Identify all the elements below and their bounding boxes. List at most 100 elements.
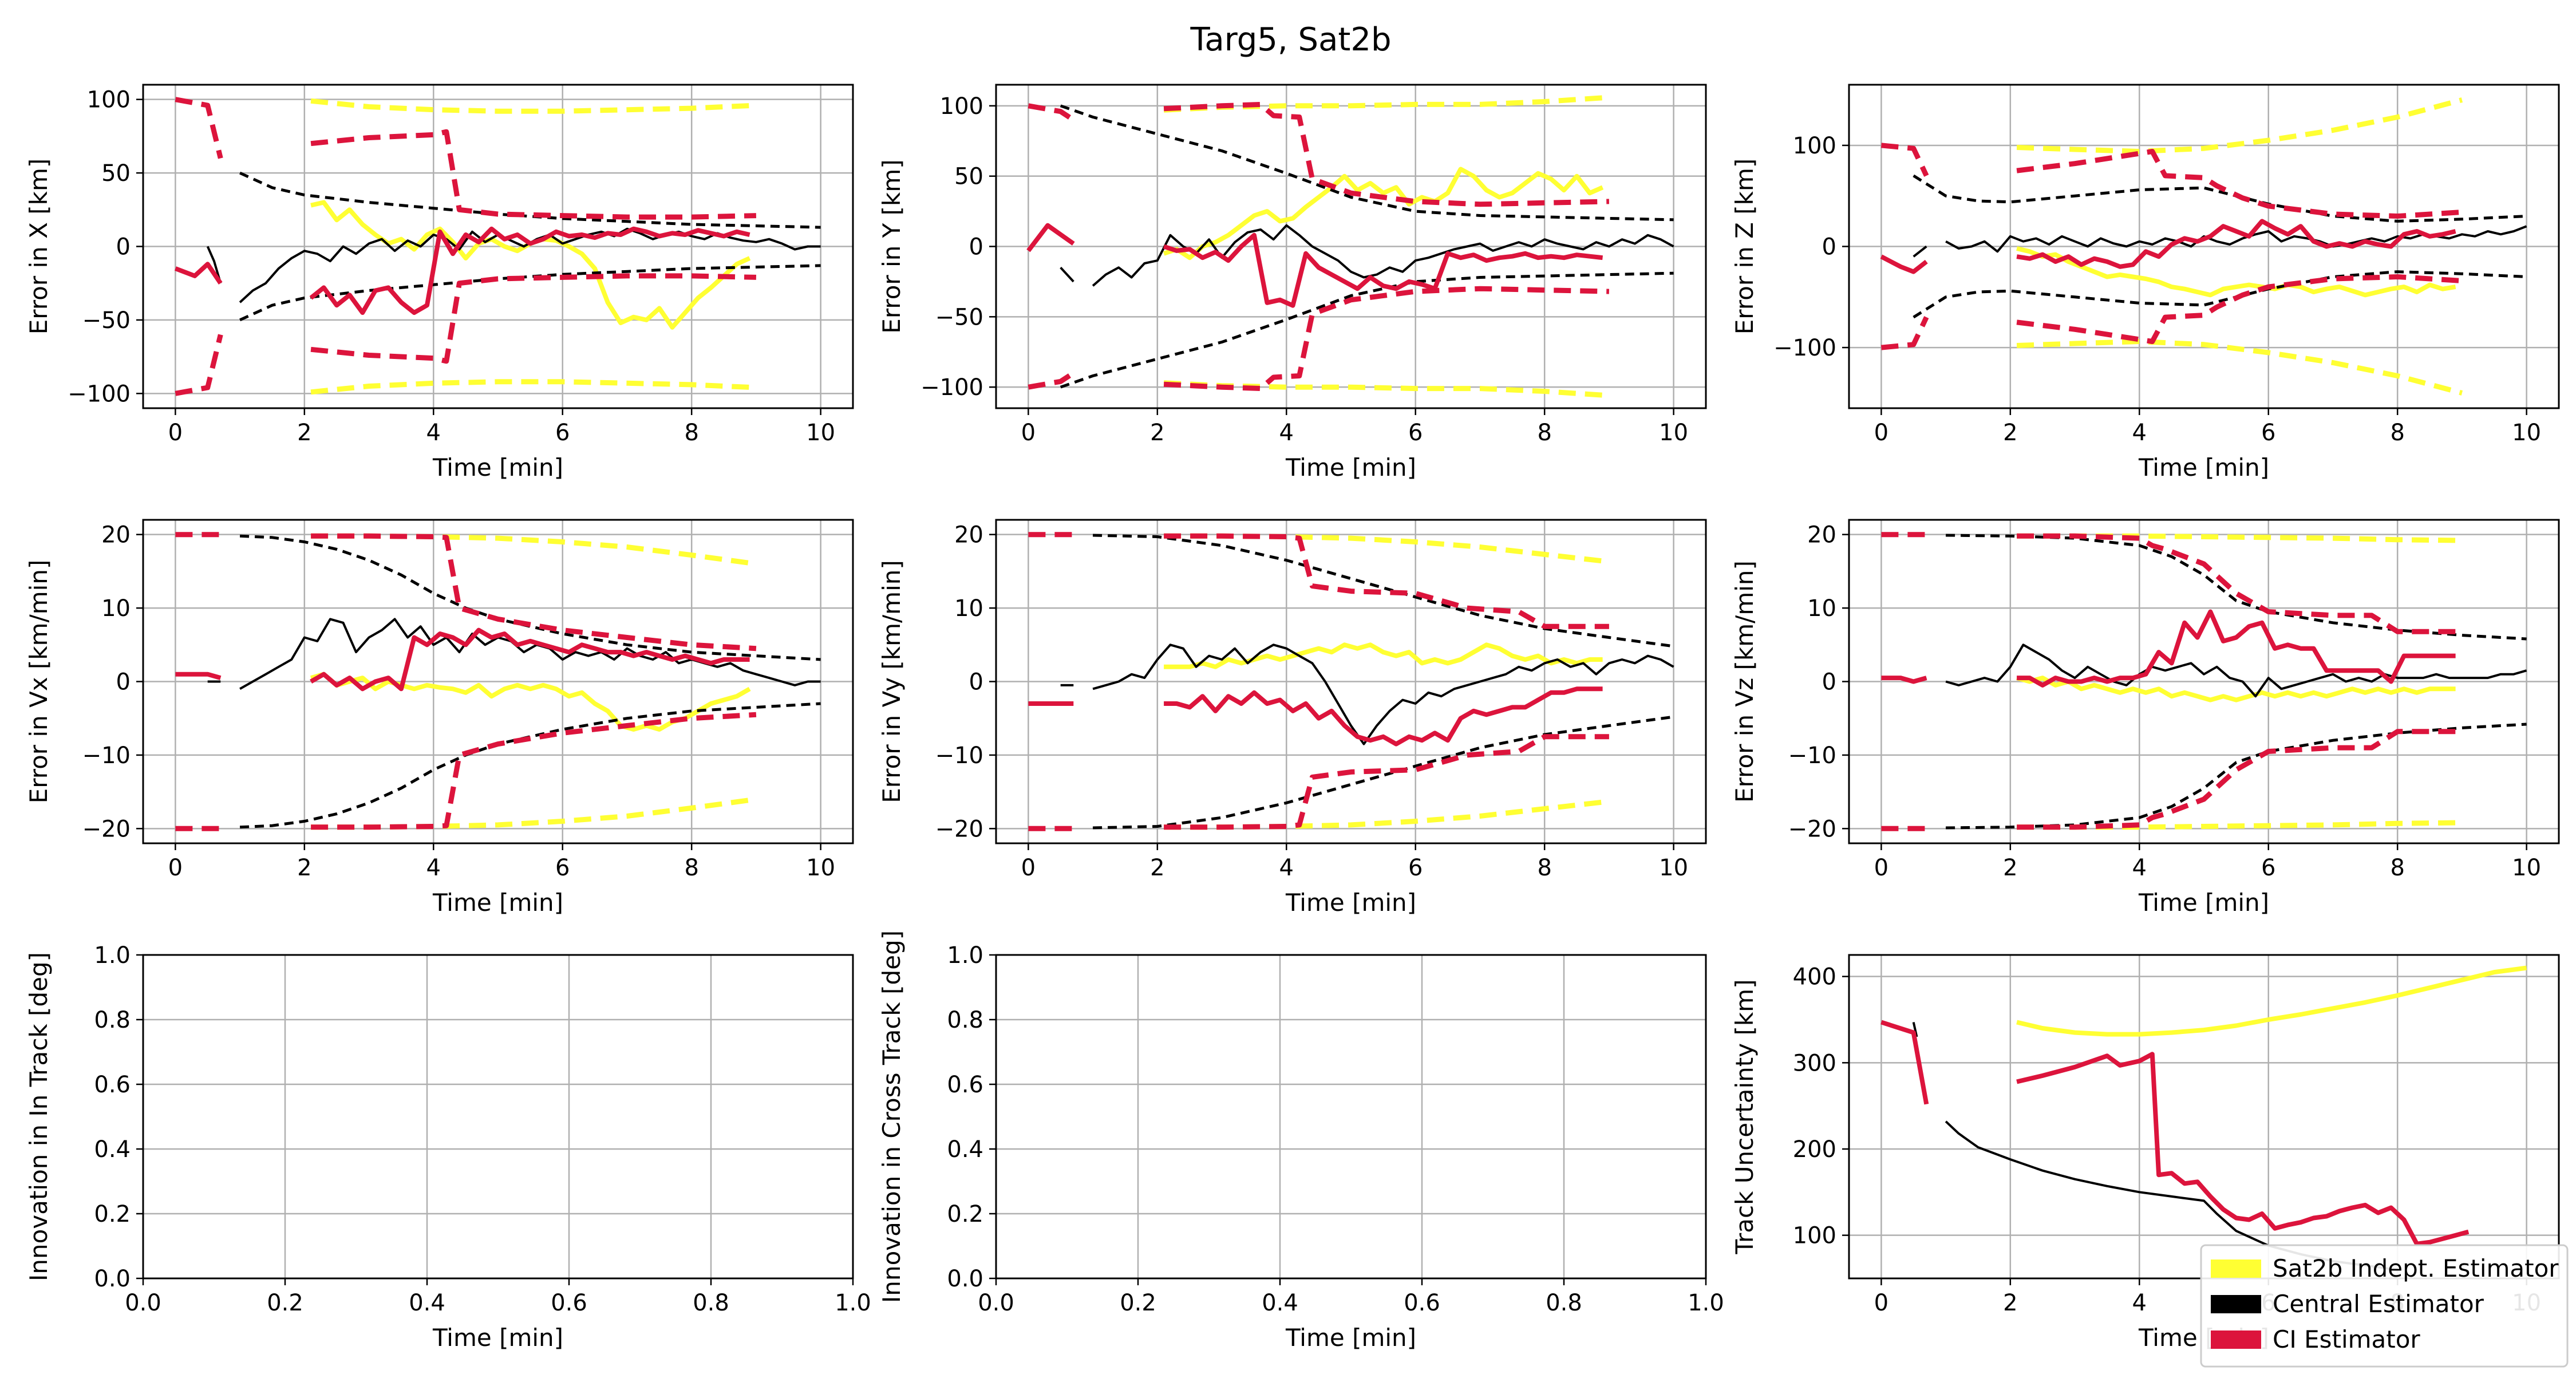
x-axis-label: Time [min] [2138,453,2269,481]
y-tick-label: 100 [940,93,983,120]
series-line-ci-track [2016,1052,2470,1246]
series-line-independent-bound [310,379,757,395]
x-axis-label: Time [min] [2138,889,2269,917]
series-line-ci-bound [2017,533,2462,634]
y-tick-label: 20 [101,522,131,548]
series-line-ci-bound [2016,274,2463,344]
series-line-central-error [206,246,222,284]
chart-evy: 0 2 4 6 8 10 −20 −10 0 10 20 Time [min] Error in Vy … [878,519,1707,917]
x-tick-label: 8 [684,420,698,446]
chart-innov_in: 0.0 0.2 0.4 0.6 0.8 1.0 0.0 0.2 0.4 0.6 0.8 1.0 Time… [25,942,871,1352]
x-tick-label: 4 [2132,1290,2147,1316]
y-tick-label: 400 [1793,964,1836,990]
series-line-ci-error [2016,219,2456,269]
x-tick-label: 0.8 [693,1290,729,1316]
series-line-ci-bound [1164,734,1609,830]
x-axis-label: Time [min] [1285,889,1416,917]
x-tick-label: 4 [2132,855,2147,881]
x-axis-label: Time [min] [1285,453,1416,481]
series-line-central-bound [1093,534,1674,648]
series-group [175,532,821,831]
x-tick-label: 6 [2261,855,2275,881]
x-axis-label: Time [min] [432,889,563,917]
x-tick-label: 10 [1659,420,1688,446]
figure-title: Targ5, Sat2b [1190,21,1391,58]
y-tick-label: 50 [101,160,131,187]
y-axis-label: Error in X [km] [25,159,53,335]
series-line-independent-error [2016,246,2456,298]
series-line-central-bound [1946,534,2527,641]
series-line-ci-error [309,226,750,315]
y-tick-label: 20 [954,522,983,548]
x-axis-label: Time [min] [432,453,563,481]
x-tick-label: 0.4 [409,1290,445,1316]
series-line-ci-bound [1028,103,1075,123]
series-group [1880,97,2527,396]
series-group [174,97,821,396]
x-tick-label: 10 [806,420,835,446]
x-tick-label: 0 [1874,1290,1888,1316]
x-tick-label: 4 [1279,855,1294,881]
x-tick-label: 0 [1021,855,1036,881]
y-tick-label: 300 [1793,1050,1836,1076]
series-group [1028,532,1674,831]
axes-frame [995,954,1707,1280]
x-tick-label: 6 [1408,420,1423,446]
series-line-independent-bound [2016,339,2463,396]
y-tick-label: 10 [101,595,131,622]
x-tick-label: 1.0 [1688,1290,1724,1316]
y-tick-label: 100 [87,87,131,113]
series-line-central-bound [1060,271,1674,389]
series-line-central-bound [1093,715,1674,830]
y-tick-label: 0.6 [94,1072,131,1098]
series-line-ci-bound [310,129,756,220]
legend-swatch-independent [2211,1260,2261,1278]
x-tick-label: 10 [2512,855,2541,881]
y-tick-label: 0.2 [947,1201,983,1227]
y-tick-label: 0 [969,234,983,260]
series-line-independent-bound [310,98,757,114]
legend-label-independent: Sat2b Indept. Estimator [2273,1254,2559,1282]
y-axis-label: Error in Z [km] [1730,159,1759,335]
x-tick-label: 8 [2390,855,2404,881]
x-tick-label: 10 [1659,855,1688,881]
y-tick-label: 1.0 [94,942,131,969]
x-tick-label: 0 [168,855,183,881]
y-tick-label: 20 [1807,522,1836,548]
series-line-central-error [1060,266,1074,283]
x-tick-label: 0 [1021,420,1036,446]
y-tick-label: −10 [935,743,983,769]
x-axis-label: Time [min] [432,1324,563,1352]
x-tick-label: 6 [555,855,570,881]
series-line-ci-bound [311,533,757,652]
x-tick-label: 0 [1874,855,1888,881]
series-line-central-bound [1913,270,2527,319]
y-tick-label: −10 [82,743,131,769]
axes-frame [142,954,854,1280]
series-line-central-error [1913,245,1927,258]
y-tick-label: 0 [116,234,131,260]
legend: Sat2b Indept. Estimator Central Estimato… [2200,1244,2569,1368]
x-tick-label: 0 [168,420,183,446]
y-tick-label: 100 [1793,1223,1836,1249]
series-group [1880,965,2527,1271]
series-line-ci-bound [310,273,756,364]
x-tick-label: 0 [1874,420,1888,446]
y-axis-label: Error in Vz [km/min] [1730,560,1759,803]
x-tick-label: 0.2 [267,1290,303,1316]
legend-swatch-central [2211,1295,2261,1313]
x-tick-label: 0.0 [125,1290,161,1316]
x-tick-label: 4 [1279,420,1294,446]
y-axis-label: Error in Vx [km/min] [25,560,53,804]
x-tick-label: 2 [1150,855,1164,881]
series-line-ci-bound [175,334,223,396]
series-line-ci-bound [2016,149,2463,219]
series-group [1881,532,2527,831]
y-tick-label: 100 [1793,133,1836,159]
series-line-central-track [1912,1022,1918,1037]
chart-ex: 0 2 4 6 8 10 −100 −50 0 50 100 Time [min] Error in X… [25,84,854,481]
series-line-central-bound [1946,722,2527,830]
x-tick-label: 10 [806,855,835,881]
